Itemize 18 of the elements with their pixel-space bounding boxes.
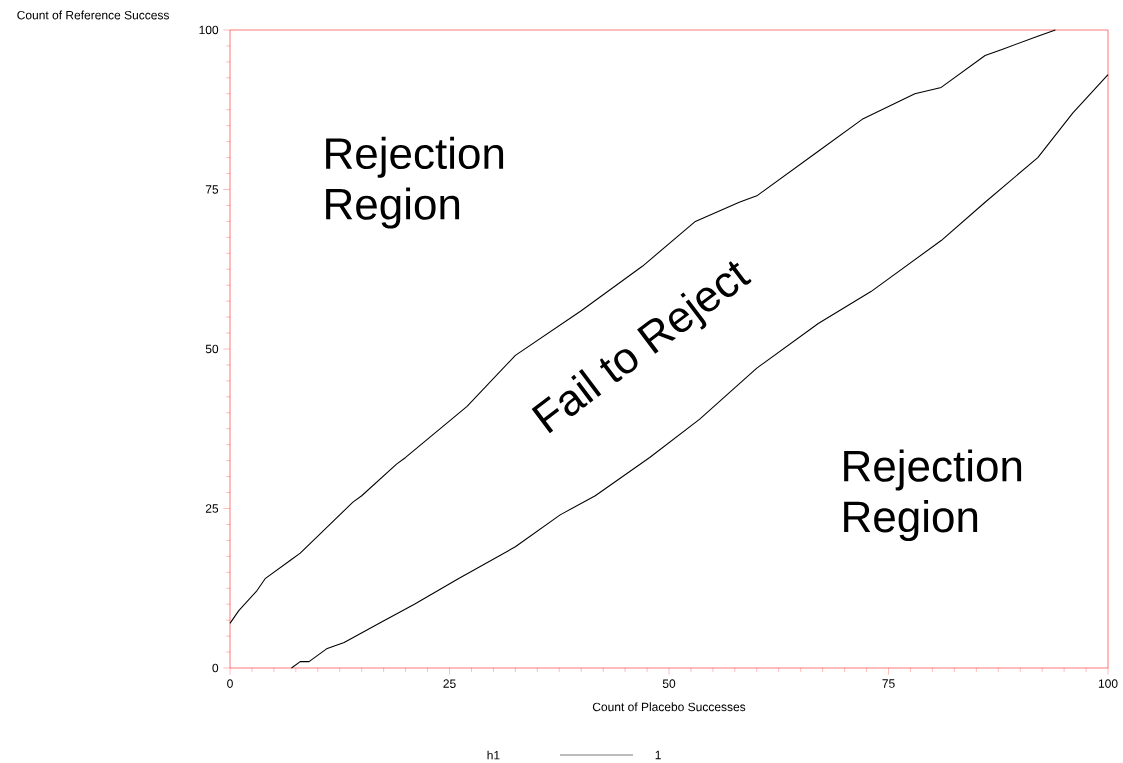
x-tick-label: 25: [443, 679, 456, 688]
y-tick-label: 25: [205, 504, 219, 513]
y-tick-label: 50: [205, 344, 219, 354]
x-tick-label: 0: [227, 679, 233, 688]
text: 1: [655, 750, 661, 760]
x-tick-label: 75: [882, 679, 895, 688]
y-tick-label: 75: [205, 185, 219, 194]
x-tick-label: 50: [662, 679, 676, 688]
y-tick-label: 100: [199, 25, 219, 35]
legend-title: h1: [487, 750, 500, 760]
annotation: Rejection Region: [326, 136, 504, 229]
line-series: [290, 74, 1109, 669]
y-tick-label: 0: [212, 663, 219, 673]
y-axis-title: Count of Reference Success: [17, 10, 169, 20]
annotation: Rejection Region: [844, 449, 1022, 542]
line-series: [229, 29, 1056, 624]
x-tick-label: 100: [1098, 679, 1118, 688]
x-axis-title: Count of Placebo Successes: [592, 702, 746, 712]
